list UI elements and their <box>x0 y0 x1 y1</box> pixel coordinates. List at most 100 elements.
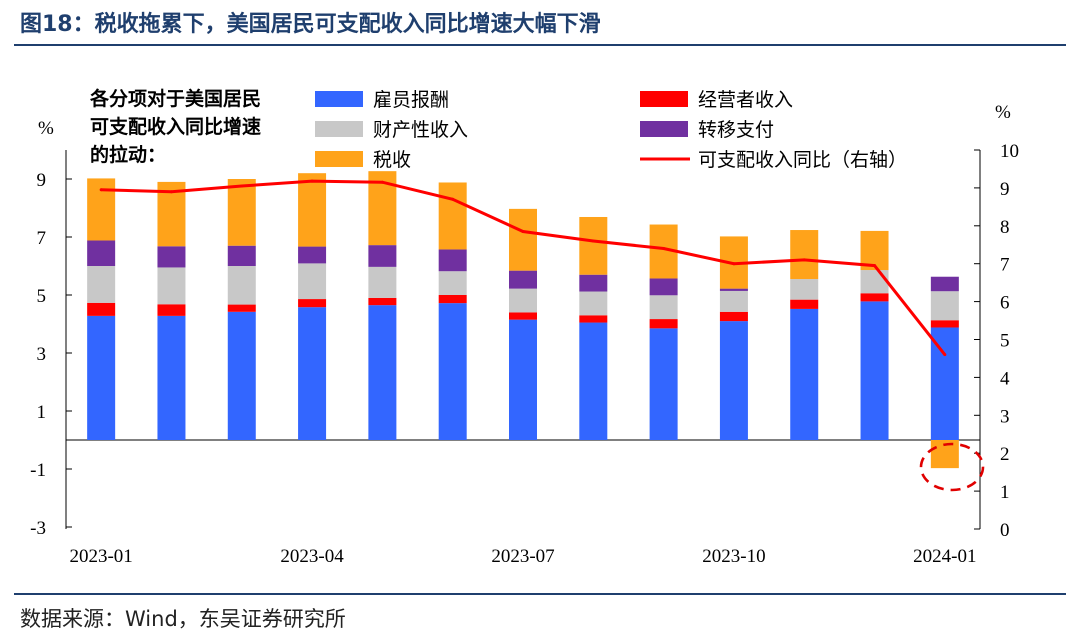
bar-segment <box>368 297 397 306</box>
bar-segment <box>368 245 397 267</box>
bar-segment <box>368 305 397 440</box>
right-tick-label: 0 <box>1000 520 1010 541</box>
bar-segment <box>157 267 186 305</box>
line-point <box>591 239 595 243</box>
bar-segment <box>157 304 186 316</box>
bar-segment <box>930 291 959 321</box>
left-tick-label: 7 <box>37 228 47 249</box>
bar-segment <box>649 295 678 320</box>
right-tick-label: 6 <box>1000 293 1010 314</box>
bar-segment <box>930 327 959 440</box>
bar-segment <box>87 302 116 316</box>
legend-label: 转移支付 <box>698 119 774 141</box>
bar-segment <box>298 246 327 264</box>
bar-segment <box>298 299 327 308</box>
subtitle-line-1: 各分项对于美国居民 <box>89 87 261 110</box>
bars <box>87 171 959 469</box>
bar-segment <box>579 322 608 440</box>
legend-swatch <box>315 121 363 137</box>
line-point <box>310 179 314 183</box>
bar-segment <box>509 270 537 289</box>
bar-segment <box>579 291 608 316</box>
x-tick-label: 2023-07 <box>491 546 554 567</box>
legend-swatch <box>640 121 688 137</box>
right-tick-label: 1 <box>1000 482 1010 503</box>
legend-label: 税收 <box>373 149 411 171</box>
legend-label: 雇员报酬 <box>373 89 449 111</box>
legend-label: 财产性收入 <box>373 119 468 141</box>
highlight-ellipse <box>919 442 985 492</box>
source-rule <box>14 593 1066 595</box>
line-point <box>943 353 947 357</box>
line-point <box>99 188 103 192</box>
right-tick-label: 4 <box>1000 368 1010 389</box>
line-point <box>873 264 877 268</box>
bar-segment <box>579 274 608 292</box>
line-point <box>521 229 525 233</box>
bar-segment <box>227 245 256 266</box>
line-point <box>169 190 173 194</box>
bar-segment <box>719 290 748 312</box>
bar-segment <box>649 328 678 440</box>
line-point <box>240 184 244 188</box>
left-unit-label: % <box>38 118 54 139</box>
bar-segment <box>790 299 819 309</box>
bar-segment <box>227 179 256 246</box>
x-tick-label: 2023-01 <box>69 546 132 567</box>
figure-title: 图18：税收拖累下，美国居民可支配收入同比增速大幅下滑 <box>20 12 601 37</box>
bar-segment <box>157 315 186 440</box>
bar-segment <box>438 303 467 440</box>
left-tick-label: 9 <box>37 170 47 191</box>
x-tick-label: 2024-01 <box>913 546 976 567</box>
bar-segment <box>227 304 256 312</box>
right-unit-label: % <box>995 102 1011 123</box>
bar-segment <box>157 246 186 268</box>
chart-subtitle: 各分项对于美国居民 可支配收入同比增速 的拉动： <box>89 87 266 166</box>
bar-segment <box>790 230 819 280</box>
bar-segment <box>509 319 537 440</box>
bar-segment <box>579 216 608 275</box>
bar-segment <box>298 173 327 247</box>
bar-segment <box>87 178 116 241</box>
bar-segment <box>860 301 889 440</box>
bar-segment <box>368 266 397 298</box>
bar-segment <box>579 315 608 323</box>
bar-segment <box>649 278 678 296</box>
bar-segment <box>719 288 748 291</box>
right-tick-label: 7 <box>1000 255 1010 276</box>
left-tick-label: -3 <box>30 518 46 539</box>
left-y-ticks: 9 7 5 3 1 -1 -3 <box>30 170 72 539</box>
bar-segment <box>509 312 537 320</box>
right-tick-label: 2 <box>1000 444 1010 465</box>
bar-segment <box>649 319 678 329</box>
bar-segment <box>227 266 256 305</box>
legend-swatch <box>315 151 363 167</box>
right-tick-label: 9 <box>1000 179 1010 200</box>
line-point <box>802 258 806 262</box>
subtitle-line-2: 可支配收入同比增速 <box>90 115 261 138</box>
left-tick-label: 5 <box>37 286 47 307</box>
left-tick-label: 1 <box>37 402 47 423</box>
subtitle-line-3: 的拉动： <box>90 143 166 166</box>
left-tick-label: -1 <box>30 460 46 481</box>
legend-label: 可支配收入同比（右轴） <box>698 149 907 171</box>
line-point <box>662 247 666 251</box>
legend-swatch <box>315 91 363 107</box>
legend-label: 经营者收入 <box>698 89 793 111</box>
left-tick-label: 3 <box>37 344 47 365</box>
legend-swatch <box>640 91 688 107</box>
bar-segment <box>438 249 467 272</box>
bar-segment <box>438 271 467 295</box>
x-tick-labels: 2023-01 2023-04 2023-07 2023-10 2024-01 <box>69 546 976 567</box>
bar-segment <box>298 307 327 440</box>
bar-segment <box>87 315 116 440</box>
bar-segment <box>930 320 959 328</box>
bar-segment <box>790 308 819 440</box>
bar-segment <box>860 293 889 302</box>
line-point <box>451 197 455 201</box>
line-series <box>99 179 947 357</box>
bar-segment <box>719 311 748 322</box>
bar-segment <box>298 263 327 300</box>
